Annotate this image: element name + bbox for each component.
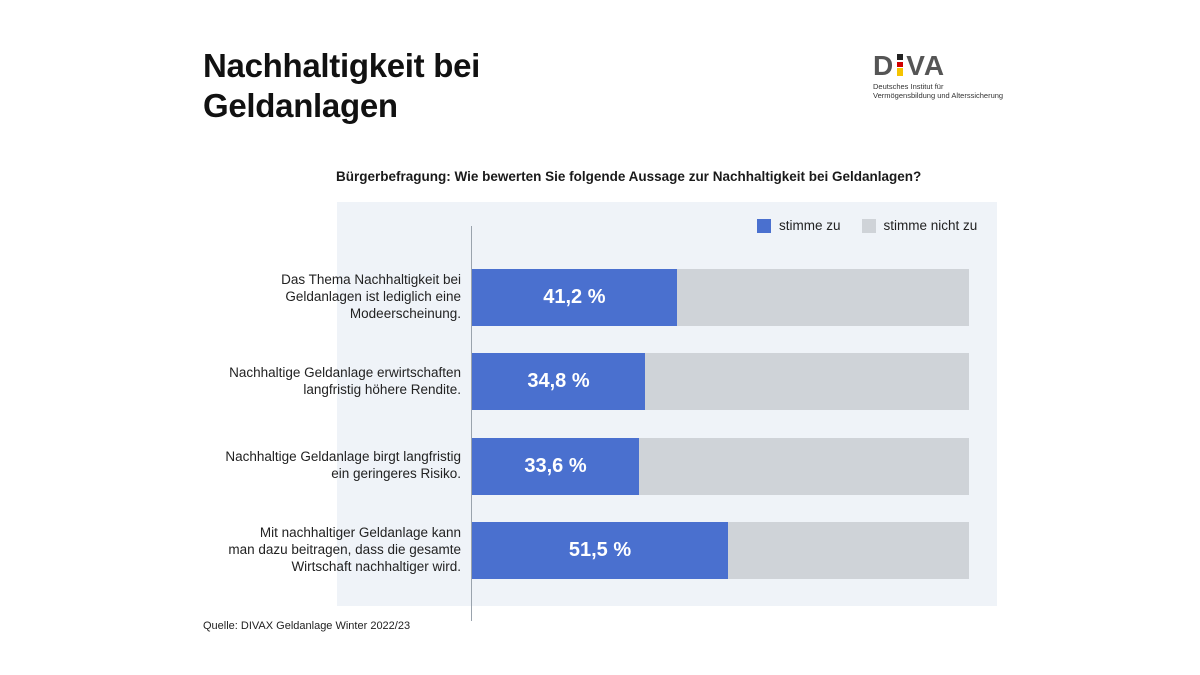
bar-agree [472,437,639,495]
legend-swatch-disagree [861,218,876,233]
bar-value-label: 51,5 % [568,538,632,561]
legend-item-agree: stimme zu [757,218,841,233]
bar-value-label: 34,8 % [527,370,590,393]
legend: stimme zu stimme nicht zu [757,218,977,233]
category-label-line: Nachhaltige Geldanlage birgt langfristig [225,449,461,465]
category-label: Nachhaltige Geldanlage birgt langfristig… [200,448,461,482]
bar-agree [472,521,728,579]
page-title-line-2: Geldanlagen [203,87,398,124]
category-label-line: Das Thema Nachhaltigkeit bei [281,272,461,287]
category-label-line: Mit nachhaltiger Geldanlage kann [259,524,461,540]
page-title-line-1: Nachhaltigkeit bei [203,47,481,84]
logo-subtitle-line-1: Deutsches Institut für [873,82,944,91]
y-axis-line [471,226,472,621]
category-label-line: Geldanlagen ist lediglich eine [285,289,461,304]
category-label-line: man dazu beitragen, dass die gesamte [228,541,461,557]
category-label: Nachhaltige Geldanlage erwirtschaften lan… [200,364,461,398]
category-label: Mit nachhaltiger Geldanlage kann man dazu… [200,524,461,575]
chart-title: Bürgerbefragung: Wie bewerten Sie folgen… [336,169,922,184]
diva-logo: D VA Deutsches Institut für Vermögensbild… [873,50,1013,101]
legend-label-disagree: stimme nicht zu [883,218,978,233]
page-title: Nachhaltigkeit bei Geldanlagen [203,46,480,126]
category-label-line: Nachhaltige Geldanlage erwirtschaften [229,364,461,380]
bar-agree [472,269,677,326]
bar-value-label: 33,6 % [524,454,587,477]
category-label-line: ein geringeres Risiko. [331,466,461,482]
category-label: Das Thema Nachhaltigkeit bei Geldanlagen … [200,271,461,322]
legend-swatch-agree [757,218,771,233]
legend-item-disagree: stimme nicht zu [861,218,978,233]
logo-subtitle: Deutsches Institut für Vermögensbildung … [873,82,1013,100]
source-note: Quelle: DIVAX Geldanlage Winter 2022/23 [203,620,411,632]
diva-logo-mark: D VA [873,50,946,81]
category-label-line: Wirtschaft nachhaltiger wird. [291,558,461,574]
category-label-line: langfristig höhere Rendite. [303,381,461,397]
logo-subtitle-line-2: Vermögensbildung und Alterssicherung [873,91,1004,100]
bar-value-label: 41,2 % [543,286,606,308]
logo-flag-icon [895,54,905,78]
category-label-line: Modeerscheinung. [349,306,461,321]
legend-label-agree: stimme zu [779,218,841,233]
bar-agree [472,353,645,411]
